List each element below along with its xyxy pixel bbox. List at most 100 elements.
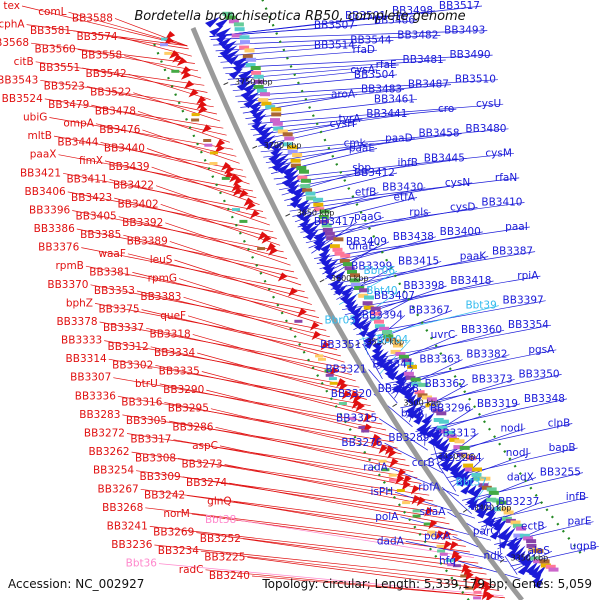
- right-gene-label: BB3382: [466, 349, 507, 361]
- leader-line: [327, 251, 536, 285]
- forward-gene: [380, 358, 394, 370]
- gene-category-mark: [171, 69, 180, 73]
- leader-line: [200, 550, 496, 586]
- forward-gene: [259, 135, 276, 147]
- forward-gene: [447, 458, 464, 473]
- gene-category-mark: [496, 500, 507, 505]
- gene-category-mark: [432, 408, 443, 413]
- forward-gene: [416, 419, 433, 433]
- leader-line: [114, 18, 188, 47]
- forward-gene: [525, 561, 539, 575]
- left-gene-label: BB3283: [79, 409, 120, 421]
- right-gene-label: cysD: [450, 201, 476, 213]
- right-gene-label: sdaA: [420, 506, 447, 518]
- gene-category-mark: [239, 35, 250, 40]
- reverse-gene: [196, 100, 207, 110]
- left-gene-label: BB3274: [186, 477, 227, 489]
- tick-mark: [392, 403, 398, 408]
- reverse-gene: [442, 530, 452, 541]
- left-gene-label: BB3268: [102, 502, 143, 514]
- forward-gene: [324, 266, 336, 276]
- reverse-gene: [215, 138, 226, 148]
- forward-gene: [363, 333, 377, 345]
- reverse-gene: [188, 88, 199, 98]
- reverse-gene: [245, 201, 256, 211]
- left-gene-label: BB3478: [95, 105, 136, 117]
- gene-category-mark: [282, 142, 293, 147]
- forward-gene: [441, 449, 456, 462]
- left-gene-label: BB3381: [89, 266, 130, 278]
- gene-category-mark: [417, 393, 428, 398]
- forward-gene: [383, 359, 401, 373]
- gene-category-mark: [399, 354, 409, 359]
- gene-category-mark: [389, 478, 397, 482]
- gene-category-mark: [240, 40, 250, 45]
- left-gene-label: BB3524: [2, 93, 43, 105]
- forward-gene: [360, 320, 372, 332]
- leader-line: [173, 439, 422, 484]
- right-gene-label: BB3320: [331, 388, 372, 400]
- left-gene-label: ompA: [63, 118, 94, 130]
- forward-gene: [236, 79, 253, 91]
- gene-category-mark: [244, 48, 255, 53]
- forward-gene: [295, 198, 311, 210]
- forward-gene: [439, 442, 451, 453]
- reverse-gene: [224, 165, 235, 175]
- left-gene-label: BB3336: [75, 390, 116, 402]
- dotted-guide-ring: [153, 0, 582, 600]
- forward-gene: [456, 473, 472, 487]
- leader-line: [155, 364, 375, 413]
- forward-gene: [518, 550, 533, 565]
- tick-mark: [285, 213, 291, 217]
- right-gene-label: aroA: [331, 88, 356, 100]
- forward-gene: [289, 190, 307, 203]
- reverse-gene: [261, 234, 272, 244]
- right-gene-label: cysN: [445, 177, 470, 189]
- forward-gene: [305, 229, 319, 241]
- gene-category-mark: [492, 498, 503, 503]
- gene-category-mark: [473, 476, 484, 481]
- left-gene-label: BB3574: [76, 31, 117, 43]
- left-gene-label: BB3335: [159, 366, 200, 378]
- gene-category-mark: [253, 85, 264, 89]
- right-gene-label: BB3493: [444, 25, 485, 37]
- left-gene-label: BB3314: [66, 353, 107, 365]
- gene-category-mark: [370, 311, 381, 316]
- leader-line: [100, 141, 247, 178]
- reverse-gene: [387, 449, 397, 459]
- gene-category-mark: [233, 22, 244, 27]
- leader-line: [136, 290, 330, 338]
- right-gene-label: tyrA: [339, 113, 362, 125]
- forward-gene: [485, 516, 496, 528]
- tick-label: 3700 kbp: [264, 141, 302, 150]
- forward-gene: [205, 16, 221, 28]
- left-gene-label: BB3581: [30, 25, 71, 37]
- forward-gene: [458, 469, 471, 481]
- forward-gene: [406, 404, 424, 419]
- left-gene-label: BB3421: [20, 167, 61, 179]
- right-gene-label: BB3350: [518, 368, 559, 380]
- right-gene-label: Bbr04: [377, 334, 409, 346]
- left-gene-label: BB3542: [86, 68, 127, 80]
- left-gene-label: Bbt36: [126, 558, 158, 570]
- forward-gene: [249, 106, 262, 116]
- left-gene-label: BB3402: [118, 198, 159, 210]
- leader-line: [109, 179, 267, 219]
- forward-gene: [391, 379, 408, 393]
- left-gene-label: BB3543: [0, 74, 38, 86]
- leader-line: [462, 472, 583, 501]
- gene-category-mark: [390, 349, 401, 354]
- gene-category-mark: [463, 463, 474, 468]
- forward-gene: [228, 68, 244, 79]
- gene-category-mark: [333, 237, 344, 242]
- left-gene-label: BB3551: [39, 62, 80, 74]
- tick-label: 3350 kbp: [511, 553, 549, 562]
- forward-gene: [304, 224, 320, 236]
- forward-gene: [501, 527, 516, 542]
- gene-category-mark: [305, 191, 316, 196]
- right-gene-label: BB3544: [350, 34, 391, 46]
- forward-gene: [334, 284, 348, 296]
- forward-gene: [300, 220, 318, 233]
- right-gene-label: BB3498: [392, 5, 433, 17]
- gene-category-mark: [239, 219, 248, 223]
